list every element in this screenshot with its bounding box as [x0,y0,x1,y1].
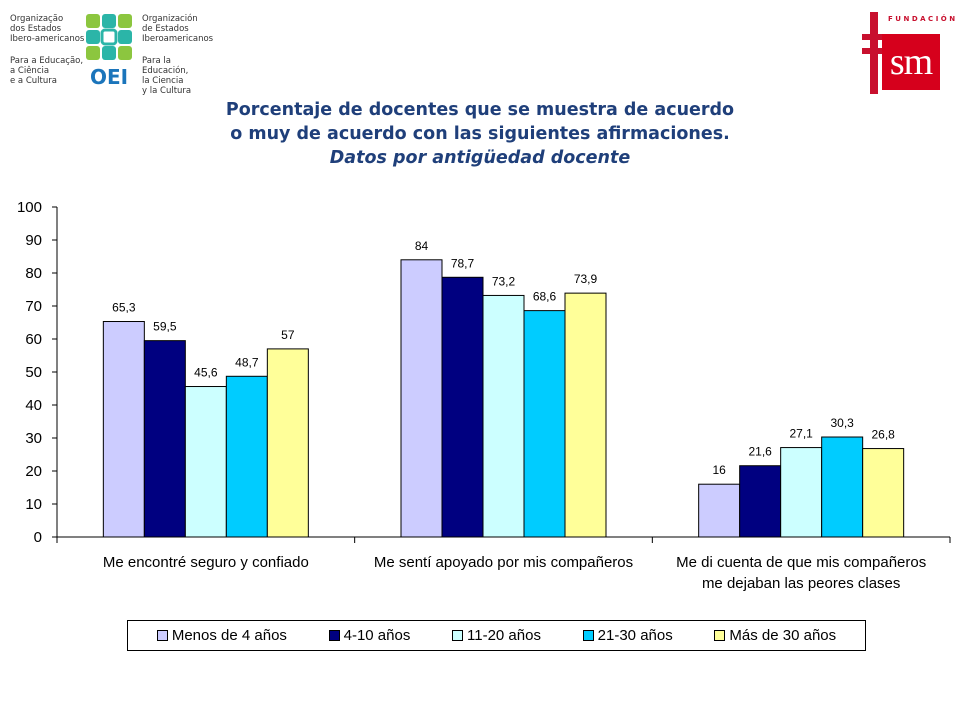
legend-swatch [714,630,726,641]
bar-value-label: 65,3 [112,301,136,315]
bar-value-label: 48,7 [235,355,259,369]
legend-label: Menos de 4 años [171,627,287,644]
legend-swatch [156,630,168,641]
y-tick-label: 20 [25,463,42,480]
oei-tagline-portuguese: Para a Educação, a Ciência e a Cultura [10,56,84,86]
legend-swatch [582,630,594,641]
bar [225,375,268,538]
fsm-logo: FUNDACIÓN sm [862,12,955,94]
legend-label: 21-30 años [597,627,673,644]
legend-label: 4-10 años [343,627,411,644]
legend-swatch [328,630,340,641]
chart-title-line-2: o muy de acuerdo con las siguientes afir… [230,124,730,144]
y-tick-label: 40 [25,397,42,414]
bar [739,465,782,538]
fsm-wordmark: sm [882,34,940,90]
x-category-label: Me sentí apoyado por mis compañeros [374,554,633,571]
bar-value-label: 27,1 [789,427,813,441]
oei-name-portuguese: Organização dos Estados Ibero-americanos [10,14,85,44]
fsm-emblem-icon [862,12,882,94]
y-tick-label: 70 [25,298,42,315]
chart-subtitle: Datos por antigüedad docente [329,148,631,168]
bar [780,447,823,538]
y-tick-label: 10 [25,496,42,513]
chart-title-line-1: Porcentaje de docentes que se muestra de… [225,100,735,120]
bar-value-label: 26,8 [871,428,895,442]
oei-tagline-spanish: Para la Educación, la Ciencia y la Cultu… [142,56,192,96]
y-tick-label: 100 [17,199,42,216]
oei-emblem-icon: OEI [86,14,132,89]
bar [862,448,905,538]
bar-value-label: 84 [415,239,429,253]
bar [143,340,186,538]
legend-item: 4-10 años [328,627,411,644]
y-tick-label: 50 [25,364,42,381]
bar-value-label: 73,2 [492,274,516,288]
legend-item: 11-20 años [452,627,541,644]
chart-data-labels: 65,3 59,5 45,6 48,7 57 84 78,7 73,2 68,6 73,9 16 21… [112,239,895,477]
bar [698,483,741,538]
y-tick-label: 0 [34,529,42,546]
fsm-foundation-label: FUNDACIÓN [888,15,958,23]
legend-item: 21-30 años [582,627,673,644]
bar [482,294,525,538]
bar-value-label: 45,6 [194,366,218,380]
y-tick-label: 80 [25,265,42,282]
bar [523,310,566,538]
bar [400,259,443,538]
chart-title: Porcentaje de docentes que se muestra de… [120,98,840,170]
chart-legend: Menos de 4 años 4-10 años 11-20 años 21-30 … [127,620,866,651]
legend-label: 11-20 años [467,627,541,644]
bar [102,321,145,538]
bar [441,276,484,538]
y-tick-label: 60 [25,331,42,348]
x-category-label: Me encontré seguro y confiado [103,554,309,571]
bar-value-label: 57 [281,328,295,342]
bar [821,436,864,538]
x-category-label: me dejaban las peores clases [702,575,900,592]
x-category-label: Me di cuenta de que mis compañeros [676,554,926,571]
bar-value-label: 30,3 [830,416,854,430]
y-tick-label: 90 [25,232,42,249]
bar-value-label: 59,5 [153,320,177,334]
bar [564,292,607,538]
bar-value-label: 21,6 [748,445,772,459]
legend-item: Más de 30 años [714,627,836,644]
oei-name-spanish: Organización de Estados Iberoamericanos [142,14,214,44]
oei-logo: Organização dos Estados Ibero-americanos… [8,12,218,96]
bar-value-label: 16 [712,463,726,477]
bar-value-label: 78,7 [451,256,475,270]
oei-wordmark: OEI [90,65,128,89]
bar-value-label: 73,9 [574,272,598,286]
legend-label: Más de 30 años [729,627,837,644]
legend-item: Menos de 4 años [156,627,287,644]
legend-swatch [452,630,464,641]
bar [266,348,309,538]
y-tick-label: 30 [25,430,42,447]
bar-value-label: 68,6 [533,290,557,304]
chart-bars [102,259,905,538]
bar [184,386,227,538]
